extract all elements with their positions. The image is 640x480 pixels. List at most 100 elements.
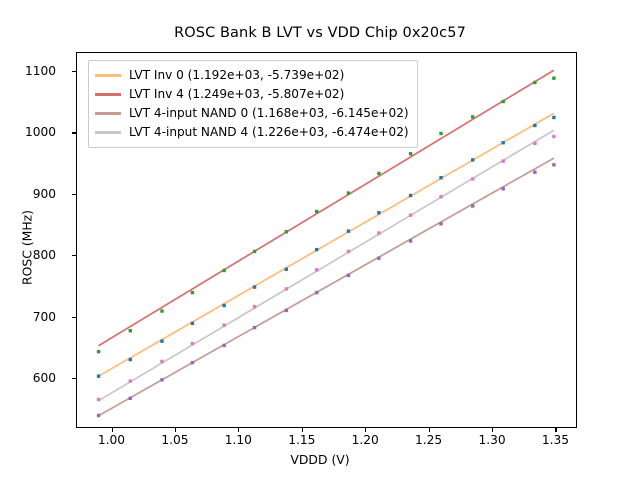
data-point-series-3 [284,287,288,291]
legend-item-label: LVT 4-input NAND 0 (1.168e+03, -6.145e+0… [129,106,409,121]
data-point-series-3 [190,341,195,346]
data-point-series-1 [160,309,164,313]
legend-item[interactable]: LVT 4-input NAND 4 (1.226e+03, -6.474e+0… [95,123,409,142]
x-tick-mark [301,428,303,432]
data-point-series-1 [128,328,132,333]
data-point-series-2 [190,360,195,365]
data-point-series-2 [96,413,101,418]
data-point-series-0 [222,303,226,308]
data-point-series-0 [377,211,381,215]
x-tick-label: 1.35 [541,433,569,447]
x-tick-mark [238,428,240,432]
y-tick-mark [72,378,76,380]
x-axis-label: VDDD (V) [290,452,350,467]
data-point-series-2 [346,273,351,278]
data-point-series-3 [471,177,475,181]
y-tick-mark [72,255,76,257]
data-point-series-1 [471,115,475,119]
y-tick-label: 1100 [24,64,56,79]
data-point-series-3 [346,249,351,254]
data-point-series-0 [533,123,537,128]
data-point-series-1 [408,152,413,156]
x-tick-mark [174,428,177,432]
legend-line-swatch-icon [95,74,121,77]
data-point-series-1 [96,349,101,354]
legend-item[interactable]: LVT Inv 0 (1.192e+03, -5.739e+02) [95,66,409,85]
data-point-series-2 [315,290,319,295]
data-point-series-1 [501,99,505,104]
fit-line-series-2 [98,157,555,417]
data-point-series-0 [160,339,164,343]
data-point-series-2 [501,187,505,191]
data-point-series-1 [252,249,257,254]
legend-line-swatch-icon [95,131,121,134]
fit-line-series-3 [98,129,555,402]
data-point-series-3 [439,195,443,199]
data-point-series-3 [315,268,319,272]
data-point-series-3 [252,305,257,309]
data-point-series-2 [439,222,443,226]
y-tick-label: 800 [32,248,56,263]
data-point-series-1 [377,171,381,176]
x-tick-label: 1.20 [351,433,379,447]
data-point-series-0 [346,229,351,233]
page-title: ROSC Bank B LVT vs VDD Chip 0x20c57 [174,25,466,41]
plot-canvas [96,69,556,418]
y-tick-label: 900 [32,186,56,201]
x-tick-mark [111,428,113,432]
data-point-series-0 [284,267,288,271]
data-point-series-2 [533,170,537,174]
data-point-series-1 [315,209,319,214]
data-point-series-2 [252,325,257,330]
data-point-series-3 [501,159,505,163]
legend-item[interactable]: LVT 4-input NAND 0 (1.168e+03, -6.145e+0… [95,104,409,123]
data-point-series-0 [96,374,101,378]
data-point-series-3 [377,231,381,235]
data-point-series-2 [471,204,475,208]
x-tick-mark [365,428,367,432]
legend-item-label: LVT 4-input NAND 4 (1.226e+03, -6.474e+0… [129,125,409,140]
x-tick-label: 1.15 [288,433,316,447]
data-point-series-2 [284,308,288,313]
data-point-series-0 [552,115,556,120]
x-tick-label: 1.10 [224,433,252,447]
y-tick-mark [72,316,76,318]
data-point-series-2 [552,163,556,167]
data-point-series-0 [471,158,475,162]
legend-item[interactable]: LVT Inv 4 (1.249e+03, -5.807e+02) [95,85,409,104]
x-tick-label: 1.00 [97,433,126,447]
data-point-series-1 [346,191,351,195]
y-tick-mark [72,71,76,73]
legend-item-label: LVT Inv 4 (1.249e+03, -5.807e+02) [129,87,345,102]
data-point-series-0 [439,176,443,180]
y-tick-mark [72,132,76,134]
data-point-series-0 [408,193,413,198]
x-tick-label: 1.25 [415,433,443,447]
data-point-series-0 [128,357,132,362]
legend-line-swatch-icon [95,93,121,96]
data-point-series-1 [439,131,443,136]
y-tick-mark [72,193,76,195]
data-point-series-2 [222,343,226,348]
data-point-series-3 [552,134,556,139]
x-tick-mark [492,428,494,432]
data-point-series-0 [190,321,195,326]
data-point-series-3 [160,359,164,364]
data-point-series-1 [533,80,537,85]
fit-line-series-1 [98,69,555,347]
data-point-series-2 [408,239,413,243]
x-tick-mark [428,428,430,432]
data-point-series-3 [408,213,413,217]
x-tick-label: 1.05 [161,433,189,447]
data-point-series-3 [222,323,226,327]
data-point-series-2 [160,378,164,382]
data-point-series-3 [533,141,537,146]
data-point-series-1 [284,230,288,234]
data-point-series-2 [377,256,381,260]
x-tick-label: 1.30 [478,433,506,447]
y-tick-label: 1000 [24,125,56,140]
data-point-series-2 [128,396,132,400]
data-point-series-0 [252,285,257,289]
data-point-series-1 [552,76,556,80]
